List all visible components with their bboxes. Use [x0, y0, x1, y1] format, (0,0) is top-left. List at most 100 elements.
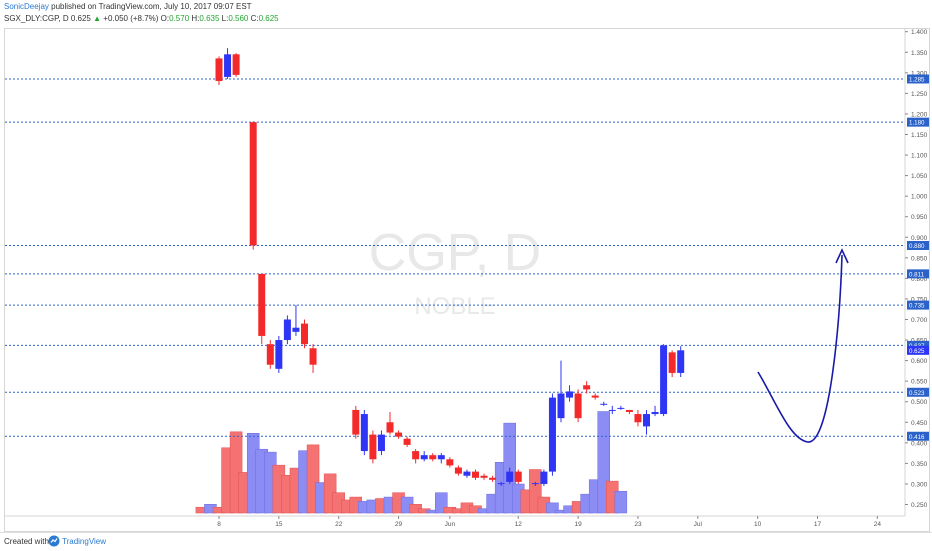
level-price-label: 1.180	[909, 120, 925, 127]
level-price-tag	[907, 387, 929, 397]
level-price-tag	[907, 431, 929, 441]
price-change: +0.050 (+8.7%)	[103, 14, 159, 23]
open-value: 0.570	[169, 14, 190, 23]
level-price-tag	[907, 269, 929, 279]
x-tick-label: 17	[814, 521, 822, 528]
watermark-exchange: NOBLE	[414, 293, 495, 320]
candle-body	[514, 471, 522, 482]
candle-body	[266, 344, 274, 365]
y-tick-label: 1.250	[911, 91, 928, 98]
candle-body	[472, 471, 479, 478]
candle-body	[232, 54, 240, 75]
x-tick-label: Jun	[445, 521, 456, 528]
candle-body	[292, 327, 300, 332]
y-tick-label: 0.400	[911, 440, 928, 447]
high-value: 0.635	[199, 14, 220, 23]
level-price-label: 0.523	[909, 390, 925, 397]
level-price-tag	[907, 240, 929, 250]
candle-body	[420, 455, 428, 460]
footer-bar: Created with TradingView	[0, 532, 932, 551]
y-tick-label: 1.150	[911, 132, 928, 139]
x-tick-label: 8	[217, 521, 221, 528]
last-price-tag	[907, 345, 929, 355]
last-price-label: 0.625	[909, 348, 925, 355]
candle-body	[258, 273, 266, 336]
candle-body	[566, 391, 574, 398]
y-tick-label: 0.450	[911, 420, 928, 427]
symbol-name: SGX_DLY:CGP, D	[4, 14, 69, 23]
candle-body	[395, 432, 403, 437]
x-tick-label: 15	[275, 521, 283, 528]
candle-body	[506, 471, 514, 482]
up-arrow-icon: ▲	[93, 14, 102, 23]
x-tick-label: 23	[634, 521, 642, 528]
candle-body	[591, 395, 599, 398]
candle-body	[249, 122, 257, 246]
level-price-tag	[907, 300, 929, 310]
candle-body	[301, 323, 308, 345]
symbol-line: SGX_DLY:CGP, D 0.625 ▲ +0.050 (+8.7%) O:…	[4, 14, 279, 23]
candle-body	[224, 54, 232, 77]
candle-body	[463, 471, 471, 476]
volume-bar	[614, 491, 628, 514]
level-price-label: 0.880	[909, 243, 925, 250]
created-with-text: Created with	[4, 537, 49, 546]
chart-frame	[4, 28, 930, 532]
tradingview-logo-icon	[48, 535, 60, 547]
x-tick-label: Jul	[694, 521, 703, 528]
tradingview-brand[interactable]: TradingView	[62, 537, 107, 546]
y-tick-label: 0.350	[911, 461, 928, 468]
low-label: L:	[221, 14, 229, 23]
candle-body	[275, 340, 283, 369]
level-price-tag	[907, 117, 929, 127]
volume-bar	[546, 502, 559, 514]
candle-body	[386, 422, 394, 433]
level-price-label: 0.735	[909, 303, 925, 310]
y-tick-label: 1.400	[911, 29, 928, 36]
candle-body	[583, 385, 591, 390]
level-price-tag	[907, 74, 929, 84]
y-tick-label: 0.250	[911, 502, 928, 509]
y-tick-label: 0.850	[911, 255, 928, 262]
y-tick-label: 1.050	[911, 173, 928, 180]
candle-body	[360, 414, 368, 452]
candle-body	[548, 397, 556, 472]
candle-body	[497, 483, 505, 485]
y-tick-label: 0.900	[911, 235, 928, 242]
candle-body	[352, 409, 360, 435]
candle-body	[651, 411, 659, 415]
candle-body	[660, 345, 668, 415]
watermark-symbol: CGP, D	[369, 224, 541, 282]
y-tick-label: 0.500	[911, 399, 928, 406]
close-label: C:	[250, 14, 259, 23]
author-link[interactable]: SonicDeejay	[4, 2, 49, 11]
y-tick-label: 1.300	[911, 70, 928, 77]
y-tick-label: 0.700	[911, 317, 928, 324]
candle-body	[557, 393, 565, 419]
volume-group	[195, 411, 628, 514]
candle-body	[668, 352, 676, 373]
candle-body	[634, 414, 642, 423]
y-tick-label: 1.100	[911, 153, 928, 160]
level-price-tag	[907, 340, 929, 350]
open-label: O:	[160, 14, 170, 23]
last-price: 0.625	[70, 14, 91, 23]
close-value: 0.625	[258, 14, 279, 23]
y-tick-label: 1.200	[911, 111, 928, 118]
candle-body	[531, 483, 539, 485]
level-price-label: 1.285	[909, 76, 925, 83]
x-tick-label: 24	[874, 521, 882, 528]
candle-body	[480, 475, 488, 478]
candle-body	[309, 348, 317, 365]
low-value: 0.560	[228, 14, 249, 23]
y-tick-label: 0.600	[911, 358, 928, 365]
candle-body	[608, 409, 616, 411]
candle-body	[429, 455, 437, 460]
candle-body	[625, 409, 633, 412]
publish-info: published on TradingView.com, July 10, 2…	[48, 2, 252, 11]
candle-body	[643, 414, 650, 427]
y-tick-label: 1.000	[911, 194, 928, 201]
high-label: H:	[191, 14, 200, 23]
candle-body	[412, 451, 420, 460]
